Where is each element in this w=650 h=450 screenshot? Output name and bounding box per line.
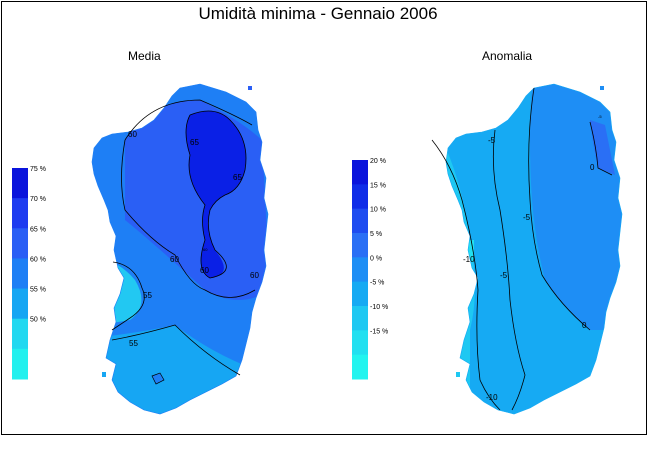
figure-title: Umidità minima - Gennaio 2006 [198, 4, 438, 23]
contour-label: -5 [598, 114, 602, 119]
contour-label: 65 [190, 138, 199, 147]
figure-frame [1, 1, 647, 435]
legend-label: 15 % [370, 182, 386, 189]
contour-label: 60 [170, 255, 179, 264]
legend-label: 5 % [370, 231, 382, 238]
contour-line [492, 129, 526, 411]
legend-swatch [352, 354, 368, 380]
contour-line [185, 110, 247, 279]
contour-line [111, 324, 241, 376]
legend-swatch [12, 348, 28, 380]
anomalia-color-bands [446, 84, 622, 414]
contour-label: 0 [582, 321, 587, 330]
legend-label: 60 % [30, 256, 46, 263]
panel-title-media: Media [128, 49, 161, 63]
legend-swatch [352, 330, 368, 356]
contour-label: -10 [486, 393, 498, 402]
anomalia-legend: 20 % 15 % 10 % 5 % 0 % -5 % -10 % -15 % [352, 158, 388, 380]
contour-label: 60 [128, 130, 137, 139]
anomalia-island-outline [445, 83, 623, 415]
legend-swatch [12, 258, 28, 290]
legend-label: 10 % [370, 207, 386, 214]
legend-label: 55 % [30, 287, 46, 294]
media-island-outline [91, 83, 269, 415]
contour-line [528, 87, 591, 331]
legend-label: -15 % [370, 328, 388, 335]
contour-line [124, 99, 253, 141]
legend-label: -10 % [370, 304, 388, 311]
legend-label: 0 % [370, 255, 382, 262]
media-map: 60 65 65 60 60 60 55 55 60 [91, 83, 269, 415]
legend-swatch [12, 228, 28, 259]
contour-line [111, 261, 145, 331]
contour-line [431, 139, 501, 411]
media-legend: 75 % 70 % 65 % 60 % 55 % 50 % [12, 166, 46, 380]
contour-label: 55 [129, 339, 138, 348]
legend-label: 70 % [30, 196, 46, 203]
legend-swatch [12, 318, 28, 350]
contour-label: 60 [200, 266, 209, 275]
contour-label: -5 [500, 271, 508, 280]
legend-label: 75 % [30, 166, 46, 173]
legend-swatch [352, 257, 368, 283]
panel-title-anomalia: Anomalia [482, 49, 533, 63]
contour-label: 65 [233, 173, 242, 182]
contour-line [121, 139, 256, 298]
legend-swatch [352, 233, 368, 258]
contour-line [589, 121, 613, 176]
contour-label: 55 [143, 291, 152, 300]
legend-swatch [12, 168, 28, 199]
legend-swatch [352, 306, 368, 331]
contour-label: 60 [250, 271, 259, 280]
legend-label: -5 % [370, 280, 384, 287]
legend-label: 65 % [30, 226, 46, 233]
legend-swatch [352, 184, 368, 210]
contour-label: -5 [523, 213, 531, 222]
legend-swatch [12, 288, 28, 320]
contour-label: -5 [488, 136, 496, 145]
legend-swatch [352, 160, 368, 185]
contour-label: -10 [463, 255, 475, 264]
legend-label: 20 % [370, 158, 386, 165]
contour-label: 60 [203, 247, 208, 252]
legend-swatch [12, 198, 28, 229]
anomalia-map: -5 0 -5 -5 0 -10 -10 -5 [431, 83, 623, 415]
legend-label: 50 % [30, 317, 46, 324]
legend-swatch [352, 281, 368, 307]
contour-label: 0 [590, 163, 595, 172]
legend-swatch [352, 208, 368, 234]
